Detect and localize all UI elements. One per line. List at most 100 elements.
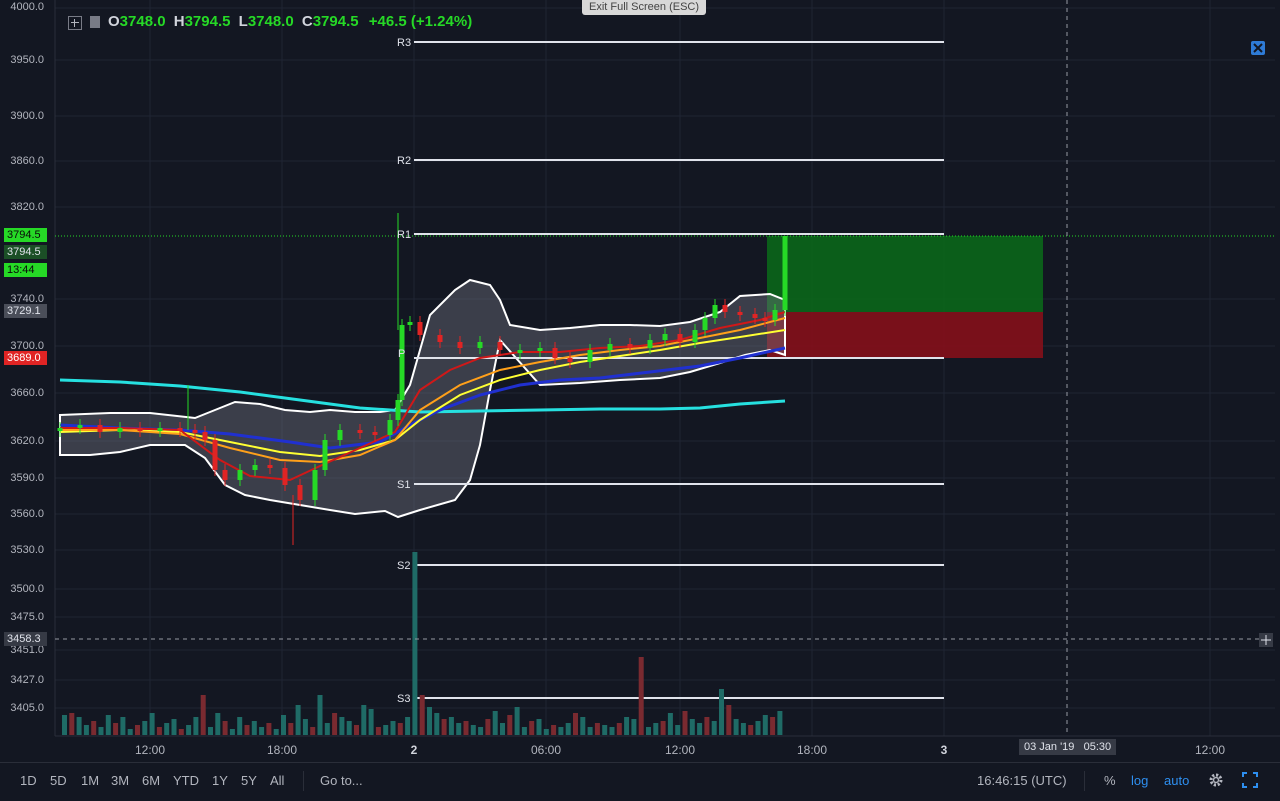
candle [297,485,303,500]
range-3m[interactable]: 3M [111,773,130,788]
range-1y[interactable]: 1Y [212,773,228,788]
fullscreen-icon[interactable] [1242,772,1258,793]
volume-bar [748,725,754,735]
volume-bar [375,727,381,735]
volume-bar [697,723,703,735]
open-value: 3748.0 [119,13,166,30]
volume-bar [624,717,630,735]
volume-bar [98,727,104,735]
low-key: L [238,13,248,30]
volume-bar [441,719,447,735]
range-1d[interactable]: 1D [20,773,37,788]
expand-legend-icon[interactable] [68,16,82,30]
volume-bar [83,725,89,735]
volume-series [62,552,783,735]
chart-pane[interactable]: 4000.0 3950.0 3900.0 3860.0 3820.0 3740.… [0,0,1280,760]
position-profit-zone[interactable] [767,236,1043,312]
range-1m[interactable]: 1M [81,773,100,788]
crosshair-plus-icon[interactable] [1259,633,1273,647]
volume-bar [120,717,126,735]
candle [202,432,208,440]
volume-bar [711,721,717,735]
volume-bar [529,721,535,735]
volume-bar [777,711,783,735]
volume-bar [507,715,513,735]
volume-bar [222,721,228,735]
gear-icon[interactable] [1208,772,1224,793]
utc-clock[interactable]: 16:46:15 (UTC) [977,773,1067,788]
volume-bar [288,723,294,735]
range-5y[interactable]: 5Y [241,773,257,788]
volume-bar [149,713,155,735]
volume-bar [164,723,170,735]
volume-bar [171,719,177,735]
candle [177,428,183,431]
volume-bar [646,727,651,735]
volume-bar [339,717,345,735]
volume-bar [427,707,432,735]
volume-bar [602,725,608,735]
chart-canvas[interactable] [0,0,1280,760]
last-price-badge: 3794.5 [4,228,47,242]
volume-bar [587,727,593,735]
position-loss-zone[interactable] [767,312,1043,358]
volume-bar [500,723,505,735]
candle [267,465,273,468]
range-all[interactable]: All [270,773,285,788]
volume-bar [536,719,542,735]
range-6m[interactable]: 6M [142,773,161,788]
range-ytd[interactable]: YTD [173,773,199,788]
candle [497,342,503,350]
candle [457,342,463,348]
volume-bar [565,723,571,735]
candle [77,425,83,428]
volume-bar [770,717,776,735]
pivot-label-s2: S2 [397,560,411,572]
time-tick: 2 [410,743,418,757]
candle [137,428,143,431]
volume-bar [704,717,710,735]
close-panel-icon[interactable] [1251,41,1265,55]
volume-bar [470,725,476,735]
volume-bar [368,709,374,735]
candle [399,325,405,400]
volume-bar [740,723,746,735]
ma-orange [60,317,786,464]
volume-bar [609,727,615,735]
candle [692,330,698,342]
price-tick: 3405.0 [10,702,44,714]
candle [357,430,363,433]
candle [395,400,401,420]
volume-bar [346,721,352,735]
volume-bar [273,729,279,735]
volume-bar [208,727,213,735]
volume-bar [726,705,732,735]
volume-bar [397,723,403,735]
volume-bar [361,705,367,735]
high-value: 3794.5 [184,13,231,30]
volume-bar [412,552,418,735]
pivot-lines[interactable] [414,41,944,699]
time-tick: 12:00 [664,743,696,757]
volume-bar [142,721,148,735]
exit-fullscreen-button[interactable]: Exit Full Screen (ESC) [582,0,706,15]
close-key: C [301,13,313,30]
candle [712,305,718,318]
ma-cyan [59,378,786,414]
time-tick: 18:00 [796,743,828,757]
candle [417,322,423,335]
volume-bar [244,725,250,735]
candlestick-series[interactable] [57,213,788,545]
volume-bar [390,721,396,735]
log-toggle[interactable]: log [1131,773,1149,788]
price-tick: 3860.0 [10,155,44,167]
range-5d[interactable]: 5D [50,773,67,788]
volume-bar [631,719,637,735]
candle [237,470,243,480]
candle [212,440,218,470]
auto-toggle[interactable]: auto [1164,773,1190,788]
goto-button[interactable]: Go to... [320,773,363,788]
pivot-label-p: P [398,348,406,360]
candle [662,334,668,340]
percent-toggle[interactable]: % [1104,773,1116,788]
